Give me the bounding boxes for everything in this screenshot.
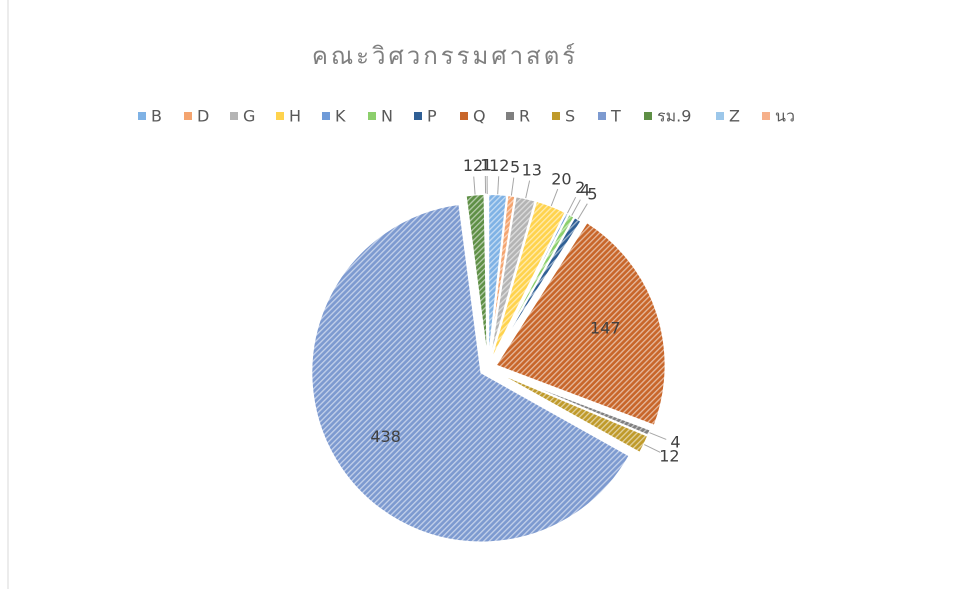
legend-label: K xyxy=(335,107,346,126)
data-label: 147 xyxy=(590,319,621,338)
chart-title: คณะวิศวกรรมศาสตร์ xyxy=(312,42,578,70)
legend-label: รม.9 xyxy=(657,107,691,126)
legend-swatch xyxy=(598,112,606,120)
legend-swatch xyxy=(716,112,724,120)
legend-label: T xyxy=(610,107,621,126)
data-label: 13 xyxy=(522,160,542,179)
legend-label: H xyxy=(289,107,301,126)
legend-swatch xyxy=(552,112,560,120)
legend-label: Z xyxy=(729,107,740,126)
legend-swatch xyxy=(368,112,376,120)
legend-swatch xyxy=(506,112,514,120)
legend-label: B xyxy=(151,107,162,126)
data-label: 1 xyxy=(482,156,492,175)
legend-label: Q xyxy=(473,107,486,126)
legend-swatch xyxy=(276,112,284,120)
legend-swatch xyxy=(414,112,422,120)
legend-label: นว xyxy=(775,107,795,126)
legend-swatch xyxy=(644,112,652,120)
legend-swatch xyxy=(138,112,146,120)
legend-label: G xyxy=(243,107,255,126)
legend-label: P xyxy=(427,107,437,126)
legend-swatch xyxy=(184,112,192,120)
data-label: 438 xyxy=(370,427,401,446)
legend-label: S xyxy=(565,107,575,126)
legend-label: R xyxy=(519,107,530,126)
legend-swatch xyxy=(322,112,330,120)
legend-swatch xyxy=(460,112,468,120)
legend-swatch xyxy=(230,112,238,120)
legend-label: N xyxy=(381,107,393,126)
data-label: 5 xyxy=(510,157,520,176)
legend-label: D xyxy=(197,107,209,126)
data-label: 12 xyxy=(659,446,679,465)
data-label: 20 xyxy=(551,169,571,188)
legend-swatch xyxy=(762,112,770,120)
data-label: 5 xyxy=(587,185,597,204)
